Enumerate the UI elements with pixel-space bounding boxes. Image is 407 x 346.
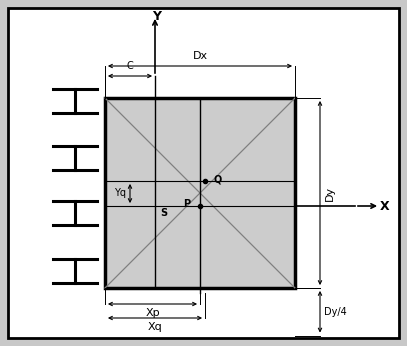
Text: X: X [380, 200, 390, 212]
Text: P: P [183, 199, 190, 209]
Text: Y: Y [153, 10, 162, 23]
Bar [105, 98, 295, 288]
Text: Q: Q [213, 174, 221, 184]
Text: C: C [127, 61, 133, 71]
Text: Dy: Dy [325, 185, 335, 201]
Text: Dy/4: Dy/4 [324, 307, 347, 317]
Text: Xp: Xp [145, 308, 160, 318]
Text: Yq: Yq [114, 189, 126, 199]
Text: Xq: Xq [148, 322, 162, 332]
Text: S: S [160, 208, 167, 218]
Text: Dx: Dx [193, 51, 208, 61]
